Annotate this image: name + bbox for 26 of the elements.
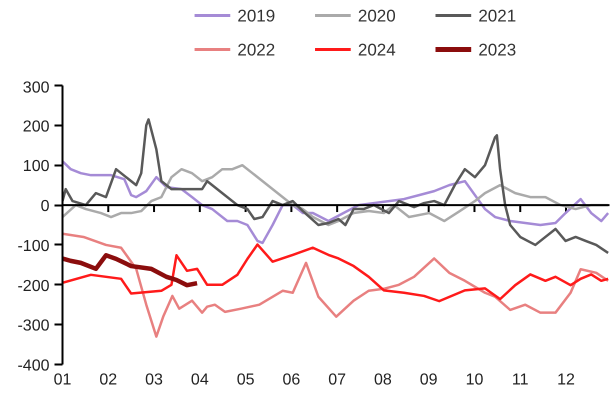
legend-label: 2021: [478, 6, 516, 26]
x-tick-label: 04: [190, 372, 209, 388]
y-tick-label: -300: [17, 318, 50, 335]
x-tick-label: 06: [282, 372, 300, 388]
legend-label: 2019: [237, 6, 276, 26]
y-tick-label: 300: [22, 80, 50, 96]
legend-label: 2024: [358, 40, 396, 60]
y-tick-label: -100: [17, 238, 50, 255]
y-tick-label: 0: [40, 198, 50, 216]
legend-label: 2023: [478, 40, 516, 60]
legend-label: 2022: [237, 40, 276, 60]
y-tick-label: 100: [22, 158, 50, 176]
y-tick-label: -200: [17, 278, 50, 295]
x-tick-label: 12: [557, 372, 576, 388]
x-tick-label: 01: [54, 372, 72, 388]
x-tick-label: 10: [466, 372, 484, 388]
legend-label: 2020: [358, 6, 396, 26]
x-tick-label: 05: [236, 372, 255, 388]
x-tick-label: 02: [99, 372, 118, 388]
x-tick-label: 08: [374, 372, 392, 388]
y-tick-label: -400: [17, 358, 50, 374]
x-tick-label: 11: [512, 372, 529, 388]
y-tick-label: 200: [22, 118, 50, 136]
x-tick-label: 09: [420, 372, 438, 388]
x-tick-label: 03: [145, 372, 164, 388]
x-tick-label: 07: [328, 372, 346, 388]
